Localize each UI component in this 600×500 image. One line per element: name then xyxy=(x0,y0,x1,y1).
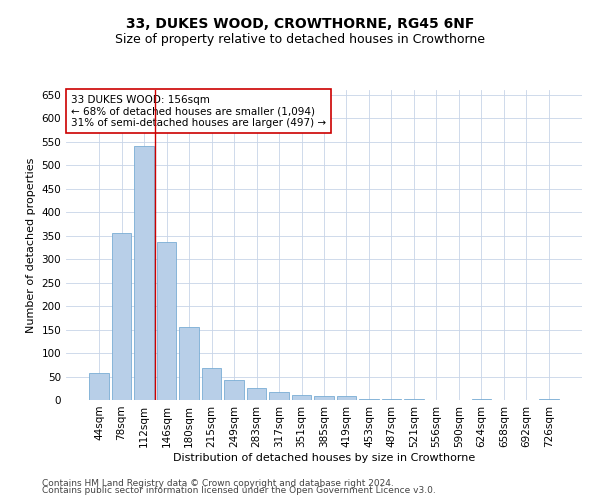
Bar xyxy=(382,399,401,400)
Bar xyxy=(269,392,289,400)
Text: Contains public sector information licensed under the Open Government Licence v3: Contains public sector information licen… xyxy=(42,486,436,495)
Bar xyxy=(224,380,244,400)
Bar xyxy=(314,396,334,400)
Bar xyxy=(472,399,491,400)
X-axis label: Distribution of detached houses by size in Crowthorne: Distribution of detached houses by size … xyxy=(173,452,475,462)
Bar xyxy=(89,373,109,400)
Bar xyxy=(292,396,311,400)
Bar xyxy=(179,327,199,400)
Bar xyxy=(112,234,131,400)
Text: Contains HM Land Registry data © Crown copyright and database right 2024.: Contains HM Land Registry data © Crown c… xyxy=(42,478,394,488)
Bar xyxy=(359,399,379,400)
Text: Size of property relative to detached houses in Crowthorne: Size of property relative to detached ho… xyxy=(115,32,485,46)
Bar xyxy=(404,399,424,400)
Bar xyxy=(247,388,266,400)
Y-axis label: Number of detached properties: Number of detached properties xyxy=(26,158,36,332)
Bar xyxy=(157,242,176,400)
Bar xyxy=(202,368,221,400)
Bar xyxy=(134,146,154,400)
Text: 33, DUKES WOOD, CROWTHORNE, RG45 6NF: 33, DUKES WOOD, CROWTHORNE, RG45 6NF xyxy=(126,18,474,32)
Text: 33 DUKES WOOD: 156sqm
← 68% of detached houses are smaller (1,094)
31% of semi-d: 33 DUKES WOOD: 156sqm ← 68% of detached … xyxy=(71,94,326,128)
Bar xyxy=(539,398,559,400)
Bar xyxy=(337,396,356,400)
